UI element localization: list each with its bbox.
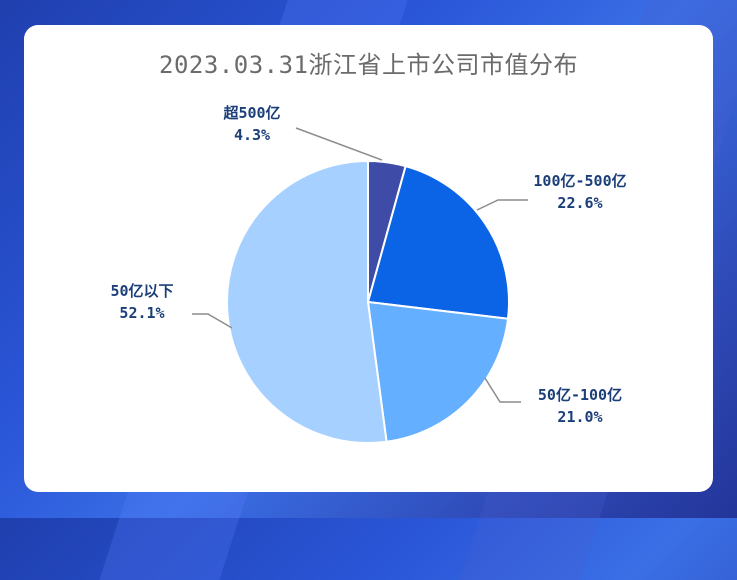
slice-label: 100亿-500亿 — [533, 172, 626, 190]
slice-value: 22.6% — [557, 194, 602, 212]
slice-value: 52.1% — [119, 304, 164, 322]
chart-title: 2023.03.31浙江省上市公司市值分布 — [159, 51, 578, 79]
pie-slice — [226, 159, 388, 444]
slice-label: 50亿以下 — [110, 282, 173, 300]
slice-value: 4.3% — [234, 126, 270, 144]
leader-line — [484, 377, 521, 403]
leader-line — [192, 313, 233, 329]
slice-label: 50亿-100亿 — [538, 386, 622, 404]
pie-chart: 超500亿 4.3% 100亿-500亿 22.6% 50亿-100亿 21.0% 50亿以… — [110, 104, 627, 444]
pie-slice — [366, 164, 510, 320]
leader-line — [295, 127, 383, 161]
slice-value: 21.0% — [557, 408, 602, 426]
pie-slice — [366, 300, 510, 443]
slice-label: 超500亿 — [222, 104, 280, 122]
leader-line — [476, 199, 528, 211]
